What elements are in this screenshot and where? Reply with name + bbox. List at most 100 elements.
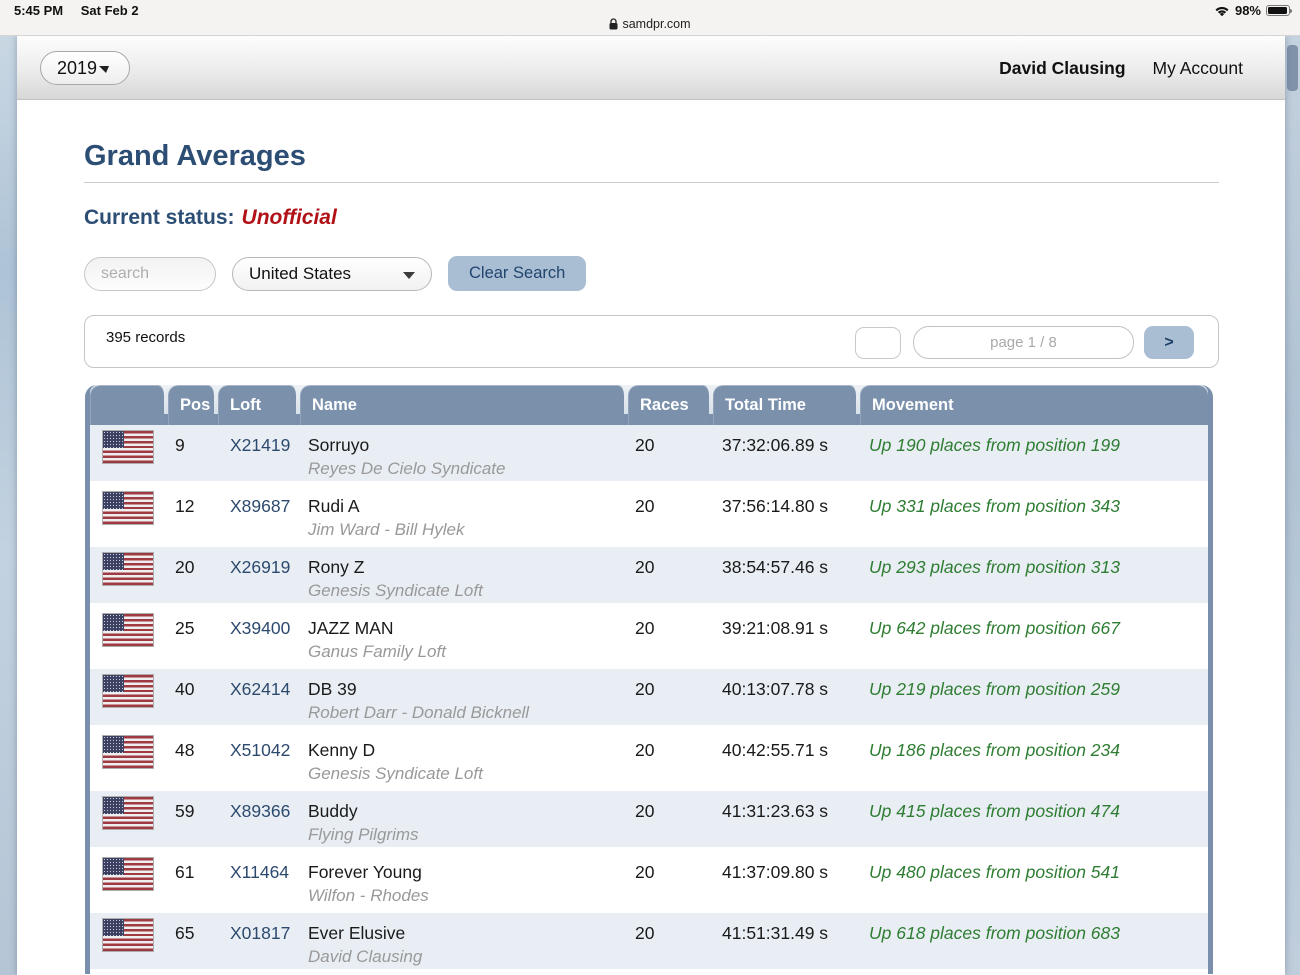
flag-cell [90, 608, 168, 664]
movement-cell: Up 642 places from position 667 [869, 618, 1120, 638]
table-row[interactable]: 61 X11464 Forever Young Wilfon - Rhodes … [90, 852, 1208, 913]
lock-icon [609, 18, 618, 30]
movement-cell: Up 293 places from position 313 [869, 557, 1120, 577]
loft-link[interactable]: X11464 [230, 862, 290, 882]
status-time-date: 5:45 PM Sat Feb 2 [14, 3, 153, 18]
prev-page-button[interactable] [855, 326, 901, 359]
battery-percent: 98% [1234, 3, 1261, 18]
name-cell: Rudi A Jim Ward - Bill Hylek [300, 486, 628, 542]
entry-name: Buddy [308, 801, 358, 821]
background-left-strip [0, 36, 17, 975]
races-cell: 20 [635, 740, 655, 760]
column-header[interactable]: Total Time [713, 385, 860, 425]
position-cell: 59 [175, 801, 195, 821]
table-row[interactable]: 12 X89687 Rudi A Jim Ward - Bill Hylek 2… [90, 486, 1208, 547]
table-row[interactable]: 25 X39400 JAZZ MAN Ganus Family Loft 20 … [90, 608, 1208, 669]
entry-name: JAZZ MAN [308, 618, 394, 638]
loft-link[interactable]: X26919 [230, 557, 291, 577]
column-header[interactable]: Pos [168, 385, 218, 425]
table-row[interactable]: 20 X26919 Rony Z Genesis Syndicate Loft … [90, 547, 1208, 608]
table-row[interactable]: 59 X89366 Buddy Flying Pilgrims 20 41:31… [90, 791, 1208, 852]
chevron-down-icon [403, 271, 415, 279]
chevron-down-icon [99, 66, 110, 73]
entry-subname: Wilfon - Rhodes [308, 886, 429, 905]
column-header[interactable]: Movement [860, 385, 1208, 425]
us-flag-icon [102, 674, 154, 708]
search-input[interactable] [84, 256, 216, 291]
table-header-row: Pos Loft Name Races Total Time Movement [90, 385, 1208, 425]
url-text: samdpr.com [622, 17, 691, 31]
main-area: Grand Averages Current status: Unofficial… [17, 140, 1285, 974]
flag-cell [90, 791, 168, 847]
records-count: 395 records [106, 329, 186, 346]
address-bar[interactable]: samdpr.com [0, 17, 1300, 35]
entry-subname: Jim Ward - Bill Hylek [308, 520, 465, 539]
loft-link[interactable]: X51042 [230, 740, 291, 760]
flag-cell [90, 730, 168, 786]
status-label: Current status: [84, 206, 235, 229]
us-flag-icon [102, 857, 154, 891]
table-row[interactable]: 9 X21419 Sorruyo Reyes De Cielo Syndicat… [90, 425, 1208, 486]
flag-cell [90, 852, 168, 908]
total-time-cell: 37:32:06.89 s [722, 435, 829, 455]
movement-cell: Up 186 places from position 234 [869, 740, 1120, 760]
flag-cell [90, 425, 168, 481]
country-select-value: United States [249, 263, 352, 283]
position-cell: 65 [175, 923, 195, 943]
us-flag-icon [102, 491, 154, 525]
column-header[interactable]: Loft [218, 385, 300, 425]
name-cell: Ever Elusive David Clausing [300, 913, 628, 969]
page-title: Grand Averages [84, 140, 306, 172]
movement-cell: Up 415 places from position 474 [869, 801, 1120, 821]
column-header[interactable]: Races [628, 385, 713, 425]
loft-link[interactable]: X89366 [230, 801, 291, 821]
column-header[interactable] [90, 385, 168, 425]
column-header[interactable]: Name [300, 385, 628, 425]
races-cell: 20 [635, 679, 655, 699]
table-row[interactable]: 40 X62414 DB 39 Robert Darr - Donald Bic… [90, 669, 1208, 730]
table-body: 9 X21419 Sorruyo Reyes De Cielo Syndicat… [90, 425, 1208, 974]
loft-link[interactable]: X21419 [230, 435, 291, 455]
movement-cell: Up 618 places from position 683 [869, 923, 1120, 943]
user-name: David Clausing [999, 57, 1126, 78]
loft-link[interactable]: X62414 [230, 679, 291, 699]
total-time-cell: 41:31:23.63 s [722, 801, 829, 821]
year-select[interactable]: 2019 [40, 51, 131, 85]
us-flag-icon [102, 796, 154, 830]
year-select-label: 2019 [57, 57, 98, 78]
my-account-link[interactable]: My Account [1152, 57, 1243, 78]
races-cell: 20 [635, 862, 655, 882]
country-select[interactable]: United States [232, 256, 432, 291]
position-cell: 12 [175, 496, 195, 516]
movement-cell: Up 480 places from position 541 [869, 862, 1120, 882]
loft-link[interactable]: X89687 [230, 496, 291, 516]
clear-search-button[interactable]: Clear Search [448, 256, 587, 291]
page-indicator-input[interactable] [913, 326, 1134, 359]
table-row[interactable]: 65 X01817 Ever Elusive David Clausing 20… [90, 913, 1208, 974]
background-right-strip [1285, 36, 1300, 975]
position-cell: 61 [175, 862, 195, 882]
name-cell: Forever Young Wilfon - Rhodes [300, 852, 628, 908]
movement-cell: Up 219 places from position 259 [869, 679, 1120, 699]
status-date: Sat Feb 2 [80, 3, 139, 18]
races-cell: 20 [635, 923, 655, 943]
flag-cell [90, 486, 168, 542]
name-cell: DB 39 Robert Darr - Donald Bicknell [300, 669, 628, 725]
entry-name: Rony Z [308, 557, 365, 577]
total-time-cell: 40:13:07.78 s [722, 679, 829, 699]
next-page-button[interactable]: > [1144, 326, 1194, 359]
us-flag-icon [102, 613, 154, 647]
position-cell: 20 [175, 557, 195, 577]
entry-subname: Genesis Syndicate Loft [308, 764, 483, 783]
entry-name: Ever Elusive [308, 923, 406, 943]
us-flag-icon [102, 735, 154, 769]
loft-link[interactable]: X39400 [230, 618, 291, 638]
scrollbar-thumb[interactable] [1287, 45, 1298, 91]
table-row[interactable]: 48 X51042 Kenny D Genesis Syndicate Loft… [90, 730, 1208, 791]
entry-name: Sorruyo [308, 435, 370, 455]
entry-subname: Ganus Family Loft [308, 642, 446, 661]
us-flag-icon [102, 430, 154, 464]
column-header-label: Loft [230, 395, 262, 414]
loft-link[interactable]: X01817 [230, 923, 291, 943]
flag-cell [90, 547, 168, 603]
